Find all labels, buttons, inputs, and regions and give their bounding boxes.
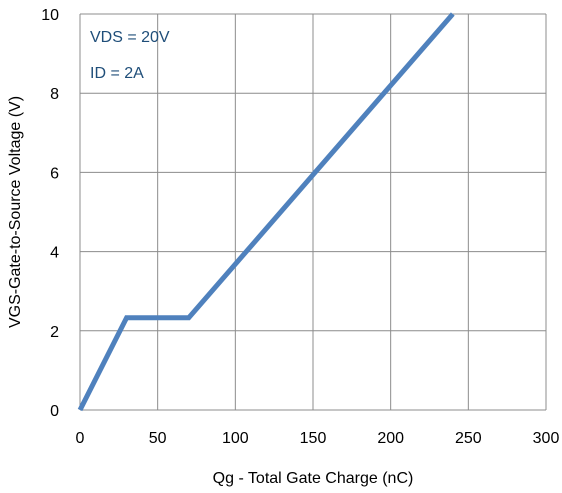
x-tick-labels: 0 50 100 150 200 250 300 bbox=[76, 430, 560, 447]
y-tick-label: 10 bbox=[41, 7, 59, 24]
series-line bbox=[77, 12, 455, 412]
series-group bbox=[77, 12, 455, 412]
y-tick-labels: 0 2 4 6 8 10 bbox=[41, 7, 59, 420]
x-tick-label: 250 bbox=[455, 430, 482, 447]
y-tick-label: 4 bbox=[50, 245, 59, 262]
x-tick-label: 300 bbox=[533, 430, 560, 447]
y-axis-label: VGS-Gate-to-Source Voltage (V) bbox=[7, 96, 24, 328]
annotation-vds: VDS = 20V bbox=[90, 29, 170, 46]
x-tick-label: 200 bbox=[377, 430, 404, 447]
y-tick-label: 6 bbox=[50, 165, 59, 182]
x-tick-label: 100 bbox=[222, 430, 249, 447]
x-tick-label: 0 bbox=[76, 430, 85, 447]
x-tick-label: 150 bbox=[300, 430, 327, 447]
y-tick-label: 2 bbox=[50, 324, 59, 341]
x-tick-label: 50 bbox=[149, 430, 167, 447]
y-tick-label: 0 bbox=[50, 403, 59, 420]
y-tick-label: 8 bbox=[50, 86, 59, 103]
annotation-id: ID = 2A bbox=[90, 65, 144, 82]
x-axis-label: Qg - Total Gate Charge (nC) bbox=[213, 470, 414, 487]
